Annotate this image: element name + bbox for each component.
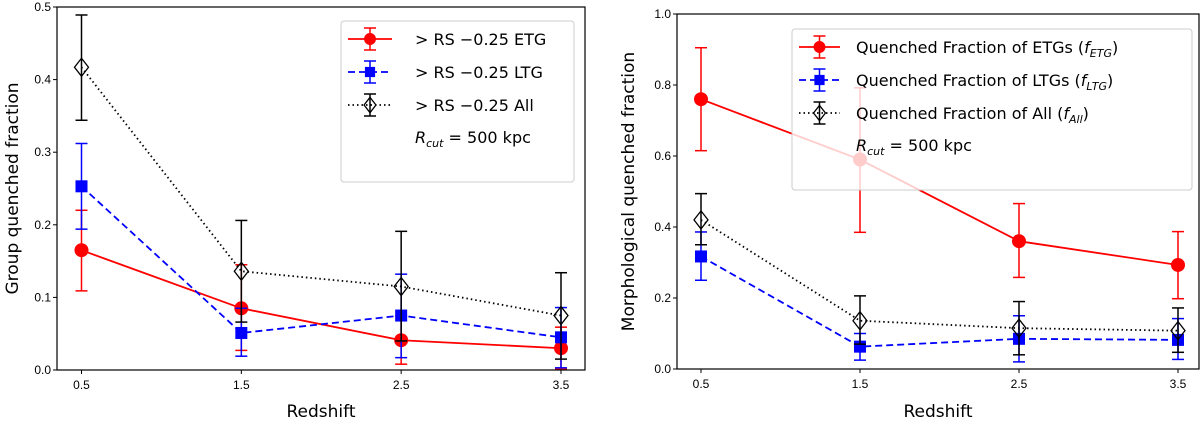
- legend-label-close: ): [1083, 104, 1089, 123]
- data-point: [695, 250, 707, 263]
- legend-label-subscript: LTG: [1086, 80, 1107, 93]
- x-tick-label: 3.5: [553, 378, 570, 392]
- legend-label-text: Quenched Fraction of ETGs (: [856, 38, 1084, 57]
- legend-marker: [364, 66, 376, 78]
- legend-label: Quenched Fraction of All (fAll): [856, 104, 1089, 126]
- legend-label: Quenched Fraction of LTGs (fLTG): [856, 71, 1113, 93]
- x-axis-label: Redshift: [903, 402, 972, 422]
- data-point: [233, 261, 250, 282]
- y-axis-label: Group quenched fraction: [3, 82, 23, 294]
- data-point: [1170, 320, 1186, 341]
- annotation-text: = 500 kpc: [884, 136, 971, 155]
- axes-frame: [676, 13, 1200, 370]
- series-1: [74, 209, 568, 371]
- y-tick-label: 0.0: [654, 362, 671, 376]
- series-2: [695, 231, 1184, 363]
- x-tick-label: 2.5: [393, 378, 410, 392]
- panel-1: 0.0 0.1 0.2 0.3 0.4 0.5 0.5 1.5 2.5 3.5 Redshift Gr…: [3, 0, 586, 422]
- rcut-annotation: Rcut = 500 kpc: [856, 136, 972, 158]
- x-tick-label: 2.5: [1011, 377, 1028, 391]
- legend-marker: [814, 74, 825, 86]
- series-3: [693, 192, 1186, 356]
- x-tick-label: 0.5: [73, 378, 90, 392]
- data-point: [73, 57, 90, 78]
- rcut-annotation: Rcut = 500 kpc: [415, 128, 531, 150]
- legend-marker: [363, 96, 377, 114]
- x-tick-label: 3.5: [1170, 377, 1187, 391]
- y-tick-label: 0.1: [34, 290, 51, 304]
- x-tick-label: 1.5: [852, 377, 869, 391]
- legend-label-subscript: All: [1068, 113, 1083, 126]
- legend-label-close: ): [1112, 38, 1118, 57]
- series-line: [80, 66, 562, 317]
- data-point: [553, 305, 569, 326]
- data-point: [393, 276, 409, 297]
- y-tick-label: 0.3: [34, 145, 51, 159]
- data-point: [693, 209, 709, 230]
- data-point: [75, 180, 88, 193]
- legend-label-text: Quenched Fraction of LTGs (: [856, 71, 1081, 90]
- y-tick-label: 1.0: [654, 7, 671, 21]
- series-1: [694, 46, 1185, 300]
- y-tick-label: 0.5: [34, 0, 51, 14]
- series-3: [73, 14, 569, 360]
- legend-marker: [812, 104, 827, 122]
- legend-label-text: Quenched Fraction of All (: [856, 104, 1063, 123]
- legend-label: Quenched Fraction of ETGs (fETG): [856, 38, 1118, 60]
- data-point: [852, 310, 868, 331]
- data-point: [74, 243, 89, 258]
- legend-marker: [813, 41, 826, 53]
- annotation-symbol: R: [415, 128, 426, 147]
- x-tick-label: 1.5: [233, 378, 250, 392]
- data-point: [235, 326, 248, 339]
- legend-marker: [364, 33, 376, 45]
- legend-label: > RS −0.25 ETG: [415, 30, 546, 49]
- data-point: [694, 92, 708, 107]
- legend: Quenched Fraction of ETGs (fETG)Quenched…: [791, 28, 1193, 191]
- y-axis-label: Morphological quenched fraction: [619, 52, 639, 331]
- data-point: [1171, 257, 1185, 272]
- legend-label-close: ): [1107, 71, 1113, 90]
- legend-label-symbol: f: [1081, 71, 1089, 90]
- annotation-subscript: cut: [426, 137, 444, 150]
- series-line: [81, 249, 562, 350]
- y-tick-label: 0.0: [34, 363, 51, 377]
- series-line: [700, 98, 1179, 266]
- data-point: [1011, 318, 1027, 339]
- series-2: [75, 142, 567, 369]
- y-tick-label: 0.6: [654, 149, 671, 163]
- legend-label-subscript: ETG: [1090, 47, 1112, 60]
- x-axis-label: Redshift: [286, 402, 355, 422]
- legend-label: > RS −0.25 LTG: [415, 63, 543, 82]
- legend-label-symbol: f: [1063, 104, 1071, 123]
- series-line: [700, 219, 1179, 332]
- axes-frame: [56, 6, 586, 371]
- y-tick-label: 0.2: [654, 291, 671, 305]
- annotation-subscript: cut: [867, 145, 885, 158]
- legend-label-symbol: f: [1084, 38, 1092, 57]
- data-point: [1012, 234, 1026, 249]
- y-tick-label: 0.4: [654, 220, 671, 234]
- y-tick-label: 0.2: [34, 218, 51, 232]
- panel-2: 0.0 0.2 0.4 0.6 0.8 1.0 0.5 1.5 2.5 3.5 Redshift Mo…: [619, 7, 1200, 422]
- legend-box: [791, 28, 1193, 191]
- y-tick-label: 0.4: [34, 73, 51, 87]
- legend-label: > RS −0.25 All: [415, 96, 534, 115]
- y-tick-label: 0.8: [654, 78, 671, 92]
- annotation-text: = 500 kpc: [443, 128, 530, 147]
- series-line: [700, 255, 1179, 348]
- legend: > RS −0.25 ETG > RS −0.25 LTG > RS −0.25 A…: [340, 20, 575, 183]
- series-line: [80, 185, 562, 339]
- x-tick-label: 0.5: [693, 377, 710, 391]
- legend-box: [340, 20, 575, 183]
- annotation-symbol: R: [856, 136, 867, 155]
